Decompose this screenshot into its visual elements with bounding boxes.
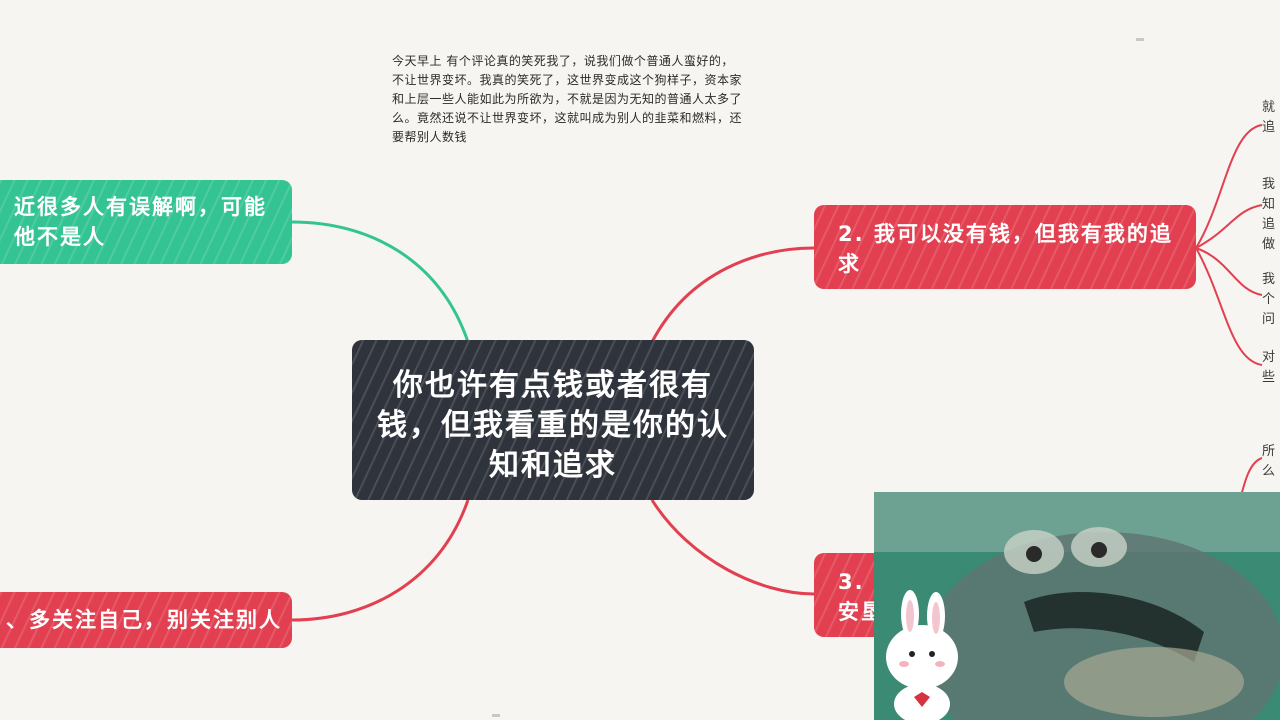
sub-item-text: 追 bbox=[1262, 120, 1276, 135]
video-frame-image bbox=[874, 492, 1280, 720]
sub-item: 所 么 bbox=[1262, 442, 1280, 482]
sub-item-text: 所 bbox=[1262, 444, 1276, 459]
scroll-marker bbox=[1136, 38, 1144, 41]
sub-item-text: 追 bbox=[1262, 217, 1276, 232]
sub-item-text: 些 bbox=[1262, 370, 1276, 385]
sub-item-text: 做 bbox=[1262, 237, 1276, 252]
sub-item-text: 我 bbox=[1262, 177, 1276, 192]
link-center-to-green bbox=[291, 220, 470, 343]
branch-node-1[interactable]: 、多关注自己，别关注别人 bbox=[0, 592, 292, 648]
sub-item-text: 就 bbox=[1262, 100, 1276, 115]
sub-item: 我 知 追 做 bbox=[1262, 175, 1280, 255]
center-node[interactable]: 你也许有点钱或者很有钱，但我看重的是你的认知和追求 bbox=[352, 340, 754, 500]
link-red2-sub2 bbox=[1195, 204, 1263, 249]
sub-item-text: 知 bbox=[1262, 197, 1276, 212]
sub-item-text: 个 bbox=[1262, 292, 1276, 307]
link-center-to-red2 bbox=[650, 246, 815, 343]
sub-item: 对 些 bbox=[1262, 348, 1280, 388]
sub-item: 就 追 bbox=[1262, 98, 1280, 138]
branch-node-green[interactable]: 近很多人有误解啊，可能他不是人 bbox=[0, 180, 292, 264]
branch-node-2[interactable]: 2. 我可以没有钱，但我有我的追求 bbox=[814, 205, 1196, 289]
link-red2-sub1 bbox=[1195, 124, 1263, 249]
sub-item-text: 我 bbox=[1262, 272, 1276, 287]
link-red2-sub3 bbox=[1195, 247, 1263, 296]
link-center-to-red3 bbox=[650, 499, 815, 596]
video-overlay bbox=[874, 492, 1280, 720]
link-red2-sub4 bbox=[1195, 247, 1263, 366]
sub-item-text: 问 bbox=[1262, 312, 1276, 327]
scroll-marker bbox=[492, 714, 500, 717]
sub-item-text: 对 bbox=[1262, 350, 1276, 365]
top-note: 今天早上 有个评论真的笑死我了，说我们做个普通人蛮好的，不让世界变坏。我真的笑死… bbox=[392, 54, 743, 144]
sub-item: 我 个 问 bbox=[1262, 270, 1280, 330]
branch-node-3-label: 3. bbox=[838, 570, 865, 594]
sub-item-text: 么 bbox=[1262, 464, 1276, 479]
link-center-to-red1 bbox=[291, 499, 470, 622]
